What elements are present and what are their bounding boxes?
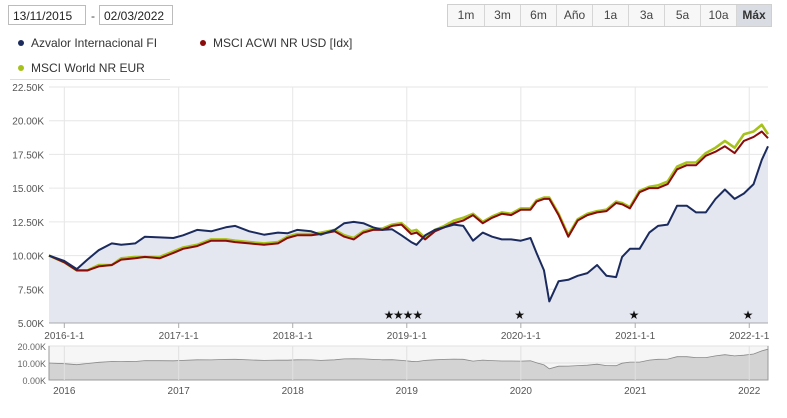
range-1m-button[interactable]: 1m (448, 5, 484, 26)
series-area-azvalor (49, 146, 768, 323)
navigator-y-tick-label: 0.00K (22, 376, 46, 386)
legend-item-acwi[interactable]: MSCI ACWI NR USD [Idx] (200, 36, 352, 50)
range-ytd-button[interactable]: Año (556, 5, 592, 26)
range-3a-button[interactable]: 3a (628, 5, 664, 26)
star-marker: ★ (514, 308, 525, 322)
x-tick-label: 2016-1-1 (44, 331, 84, 342)
navigator-x-tick-label: 2021 (624, 386, 647, 397)
star-marker: ★ (403, 308, 414, 322)
end-date-input[interactable]: 02/03/2022 (99, 5, 173, 25)
legend-dot-azvalor (18, 40, 24, 46)
y-tick-label: 15.00K (12, 184, 44, 195)
date-separator: - (91, 9, 95, 23)
star-marker: ★ (743, 308, 754, 322)
legend-label-acwi: MSCI ACWI NR USD [Idx] (213, 36, 353, 50)
legend-dot-world (18, 65, 24, 71)
star-marker: ★ (412, 308, 423, 322)
y-tick-label: 7.50K (18, 285, 44, 296)
range-5a-button[interactable]: 5a (664, 5, 700, 26)
navigator-series-area (48, 348, 769, 381)
x-tick-label: 2018-1-1 (273, 331, 313, 342)
navigator-y-tick-label: 20.00K (17, 342, 46, 352)
navigator-x-tick-label: 2018 (282, 386, 305, 397)
x-tick-label: 2021-1-1 (615, 331, 655, 342)
y-tick-label: 17.50K (12, 150, 44, 161)
navigator-x-tick-label: 2022 (738, 386, 761, 397)
navigator-y-tick-label: 10.00K (17, 359, 46, 369)
x-tick-label: 2017-1-1 (159, 331, 199, 342)
legend-item-azvalor[interactable]: Azvalor Internacional FI (18, 36, 157, 50)
y-tick-label: 20.00K (12, 117, 44, 128)
x-tick-label: 2020-1-1 (501, 331, 541, 342)
legend-label-world: MSCI World NR EUR (31, 61, 145, 75)
range-3m-button[interactable]: 3m (484, 5, 520, 26)
star-marker: ★ (393, 308, 404, 322)
legend-item-world[interactable]: MSCI World NR EUR (18, 61, 145, 75)
navigator-x-tick-label: 2019 (396, 386, 419, 397)
y-tick-label: 12.50K (12, 218, 44, 229)
navigator-x-tick-label: 2016 (53, 386, 76, 397)
series-line-world (48, 123, 770, 272)
legend-label-azvalor: Azvalor Internacional FI (31, 36, 158, 50)
star-marker: ★ (384, 308, 395, 322)
range-max-button[interactable]: Máx (736, 5, 771, 26)
star-marker: ★ (629, 308, 640, 322)
y-tick-label: 22.50K (12, 83, 44, 94)
x-tick-label: 2019-1-1 (387, 331, 427, 342)
y-tick-label: 10.00K (12, 252, 44, 263)
navigator-x-tick-label: 2017 (168, 386, 191, 397)
series-line-azvalor (48, 145, 769, 303)
legend-dot-acwi (200, 40, 206, 46)
legend-divider (10, 79, 170, 80)
start-date-input[interactable]: 13/11/2015 (8, 5, 86, 25)
range-1a-button[interactable]: 1a (592, 5, 628, 26)
x-tick-label: 2022-1-1 (729, 331, 769, 342)
navigator-x-tick-label: 2020 (510, 386, 533, 397)
range-selector: 1m 3m 6m Año 1a 3a 5a 10a Máx (447, 4, 772, 27)
range-10a-button[interactable]: 10a (700, 5, 736, 26)
y-tick-label: 5.00K (18, 319, 44, 330)
range-6m-button[interactable]: 6m (520, 5, 556, 26)
